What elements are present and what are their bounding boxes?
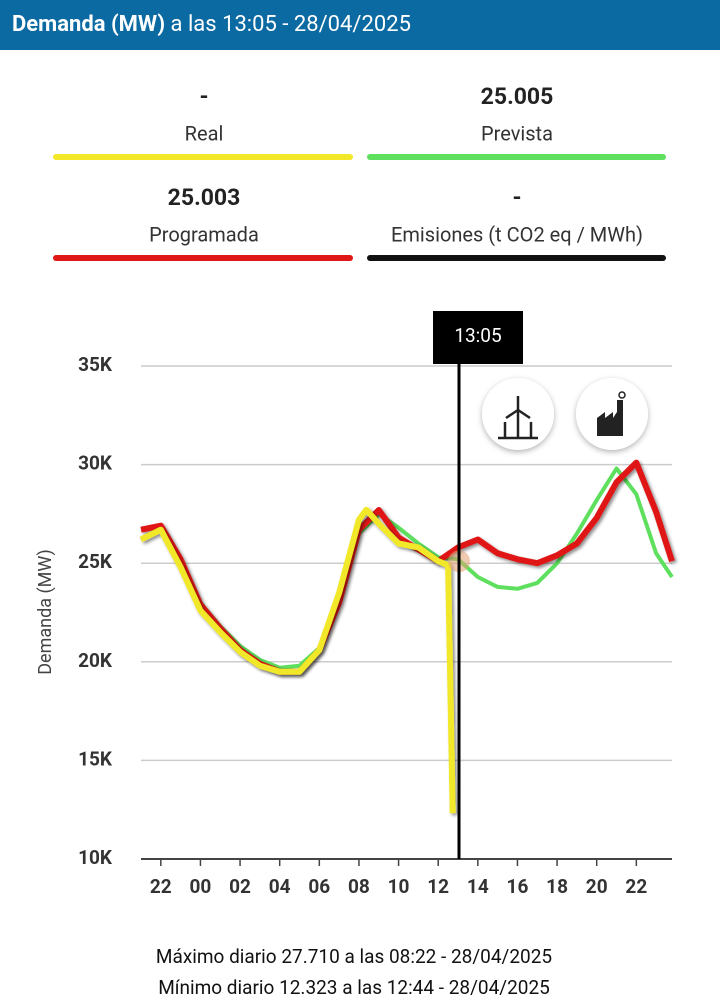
card-value: - — [512, 184, 521, 211]
y-tick-label: 25K — [78, 550, 113, 573]
cursor-box — [433, 311, 524, 364]
x-tick-label: 10 — [388, 875, 410, 898]
x-tick-label: 08 — [348, 875, 370, 898]
x-tick-label: 06 — [308, 875, 330, 898]
card-label: Real — [185, 121, 224, 145]
card-value: 25.005 — [481, 83, 554, 110]
card: - Emisiones (t CO2 eq / MWh) — [367, 184, 666, 261]
cursor-label: 13:05 — [454, 324, 501, 347]
factory-button[interactable] — [576, 378, 648, 450]
x-tick-label: 12 — [427, 875, 449, 898]
x-tick-label: 22 — [625, 875, 647, 898]
x-tick-label: 20 — [586, 875, 608, 898]
series-line — [139, 506, 456, 814]
x-tick-label: 02 — [229, 875, 251, 898]
x-tick-label: 00 — [190, 875, 212, 898]
header: Demanda (MW) a las 13:05 - 28/04/2025 — [12, 12, 411, 37]
card-value: 25.003 — [168, 184, 241, 211]
series-line — [140, 459, 675, 675]
y-tick-label: 20K — [78, 649, 113, 672]
card: - Real — [53, 83, 353, 160]
header-bar — [0, 0, 720, 50]
x-tick-label: 14 — [467, 875, 489, 898]
card-label: Programada — [149, 222, 259, 246]
wind-button[interactable] — [482, 378, 554, 450]
card: 25.003 Programada — [53, 184, 353, 261]
x-tick-label: 16 — [507, 875, 529, 898]
y-axis-label: Demanda (MW) — [35, 549, 56, 675]
card-label: Emisiones (t CO2 eq / MWh) — [391, 222, 643, 246]
x-tick-label: 18 — [546, 875, 568, 898]
header-title: Demanda (MW) — [12, 12, 165, 37]
header-subtitle: a las 13:05 - 28/04/2025 — [171, 12, 411, 37]
x-tick-label: 22 — [150, 875, 172, 898]
card-value: - — [199, 83, 208, 110]
y-tick-label: 30K — [78, 452, 113, 475]
y-tick-label: 35K — [78, 353, 113, 376]
x-tick-label: 04 — [269, 875, 291, 898]
y-tick-label: 15K — [78, 747, 113, 770]
card: 25.005 Prevista — [367, 83, 666, 160]
footer-min: Mínimo diario 12.323 a las 12:44 - 28/04… — [158, 976, 550, 999]
card-label: Prevista — [481, 121, 553, 145]
series-line — [139, 466, 674, 670]
footer-max: Máximo diario 27.710 a las 08:22 - 28/04… — [156, 945, 552, 968]
y-tick-label: 10K — [78, 846, 113, 869]
